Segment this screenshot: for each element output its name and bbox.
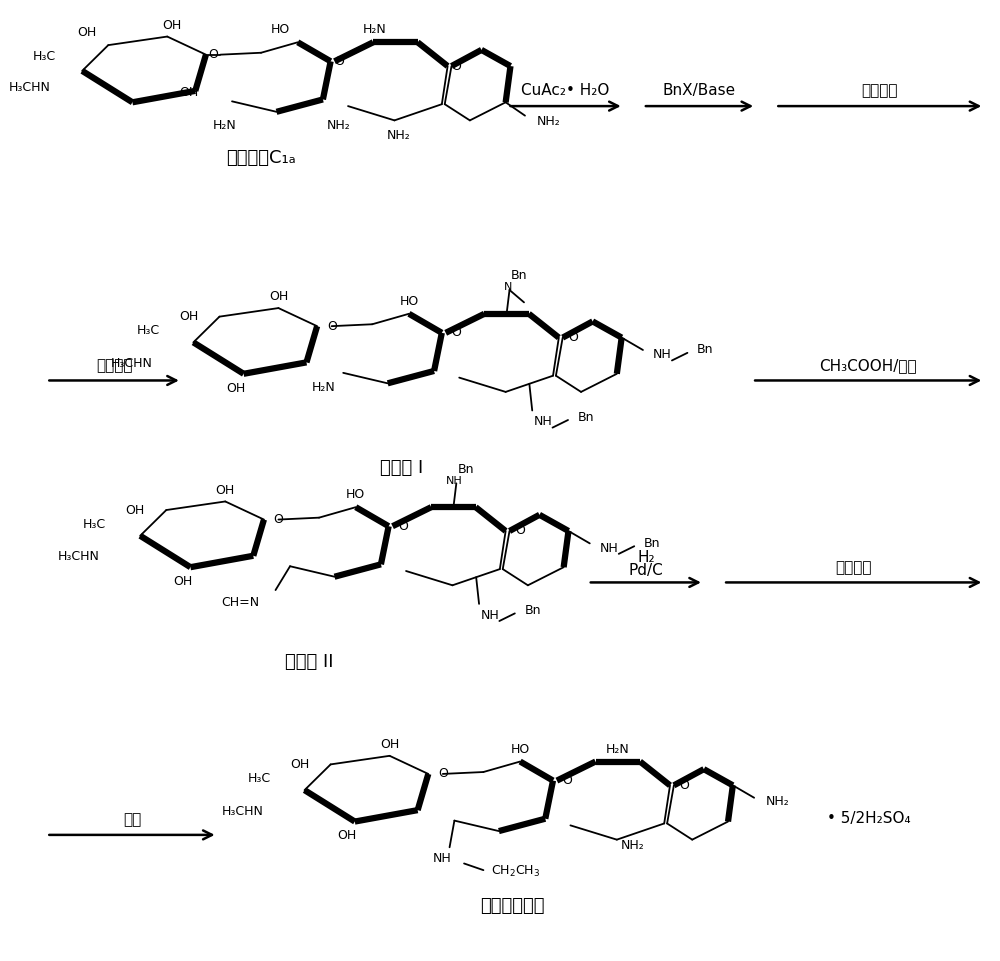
Text: O: O — [438, 768, 448, 780]
Text: O: O — [563, 775, 573, 787]
Text: H₃C: H₃C — [136, 325, 160, 337]
Text: OH: OH — [216, 483, 235, 497]
Text: NH₂: NH₂ — [327, 118, 351, 132]
Text: H₂N: H₂N — [312, 381, 335, 394]
Text: 庆大霆素C₁ₐ: 庆大霆素C₁ₐ — [226, 150, 296, 167]
Text: H₂: H₂ — [637, 550, 655, 565]
Text: Bn: Bn — [510, 269, 527, 283]
Text: H₃CHN: H₃CHN — [58, 551, 100, 563]
Text: H₂N: H₂N — [213, 118, 237, 132]
Text: OH: OH — [290, 758, 309, 771]
Text: HO: HO — [346, 488, 365, 502]
Text: Bn: Bn — [644, 537, 660, 550]
Text: HO: HO — [271, 23, 290, 37]
Text: OH: OH — [337, 829, 357, 843]
Text: NH: NH — [599, 542, 618, 554]
Text: O: O — [680, 778, 690, 792]
Text: NH₂: NH₂ — [766, 795, 789, 808]
Text: Bn: Bn — [457, 462, 474, 476]
Text: H₃C: H₃C — [83, 518, 106, 530]
Text: Bn: Bn — [697, 343, 714, 357]
Text: H₃CHN: H₃CHN — [111, 357, 153, 370]
Text: NH₂: NH₂ — [386, 129, 410, 142]
Text: NH: NH — [481, 609, 500, 622]
Text: NH: NH — [446, 476, 463, 485]
Text: OH: OH — [269, 290, 288, 303]
Text: H₂N: H₂N — [606, 743, 630, 755]
Text: CH₃COOH/乙醒: CH₃COOH/乙醒 — [819, 357, 917, 373]
Text: O: O — [274, 513, 283, 526]
Text: $\rm CH_2CH_3$: $\rm CH_2CH_3$ — [491, 864, 540, 878]
Text: OH: OH — [126, 504, 145, 516]
Text: NH: NH — [433, 852, 452, 865]
Text: OH: OH — [173, 575, 192, 588]
Text: 酸化: 酸化 — [123, 812, 141, 827]
Text: OH: OH — [179, 86, 198, 99]
Text: 分离纯化: 分离纯化 — [96, 357, 132, 373]
Text: O: O — [327, 320, 337, 333]
Text: OH: OH — [380, 738, 399, 751]
Text: Bn: Bn — [524, 604, 541, 617]
Text: Bn: Bn — [578, 410, 594, 424]
Text: NH: NH — [653, 348, 671, 361]
Text: BnX/Base: BnX/Base — [663, 84, 736, 98]
Text: 硫酸依替米星: 硫酸依替米星 — [480, 898, 545, 915]
Text: H₃CHN: H₃CHN — [222, 804, 264, 818]
Text: Pd/C: Pd/C — [628, 562, 663, 578]
Text: O: O — [452, 60, 461, 73]
Text: OH: OH — [179, 310, 198, 323]
Text: OH: OH — [162, 18, 182, 32]
Text: N: N — [503, 283, 512, 292]
Text: 分离纯化: 分离纯化 — [835, 559, 872, 575]
Text: NH₂: NH₂ — [537, 115, 560, 128]
Text: CH=N: CH=N — [221, 596, 259, 609]
Text: OH: OH — [226, 382, 246, 395]
Text: O: O — [208, 48, 218, 62]
Text: H₃CHN: H₃CHN — [8, 81, 50, 93]
Text: CuAc₂• H₂O: CuAc₂• H₂O — [521, 84, 610, 98]
Text: H₃C: H₃C — [248, 773, 271, 785]
Text: OH: OH — [77, 26, 97, 39]
Text: H₂N: H₂N — [362, 23, 386, 37]
Text: 脲铜处理: 脲铜处理 — [862, 84, 898, 98]
Text: HO: HO — [399, 295, 419, 308]
Text: NH₂: NH₂ — [621, 839, 645, 852]
Text: HO: HO — [511, 743, 530, 755]
Text: O: O — [515, 525, 525, 537]
Text: NH: NH — [534, 415, 553, 429]
Text: H₃C: H₃C — [33, 50, 56, 63]
Text: O: O — [568, 332, 578, 344]
Text: 化合物 I: 化合物 I — [380, 459, 423, 477]
Text: O: O — [335, 55, 344, 68]
Text: 化合物 II: 化合物 II — [285, 653, 334, 671]
Text: • 5/2H₂SO₄: • 5/2H₂SO₄ — [827, 811, 910, 826]
Text: O: O — [452, 327, 461, 339]
Text: O: O — [398, 520, 408, 532]
